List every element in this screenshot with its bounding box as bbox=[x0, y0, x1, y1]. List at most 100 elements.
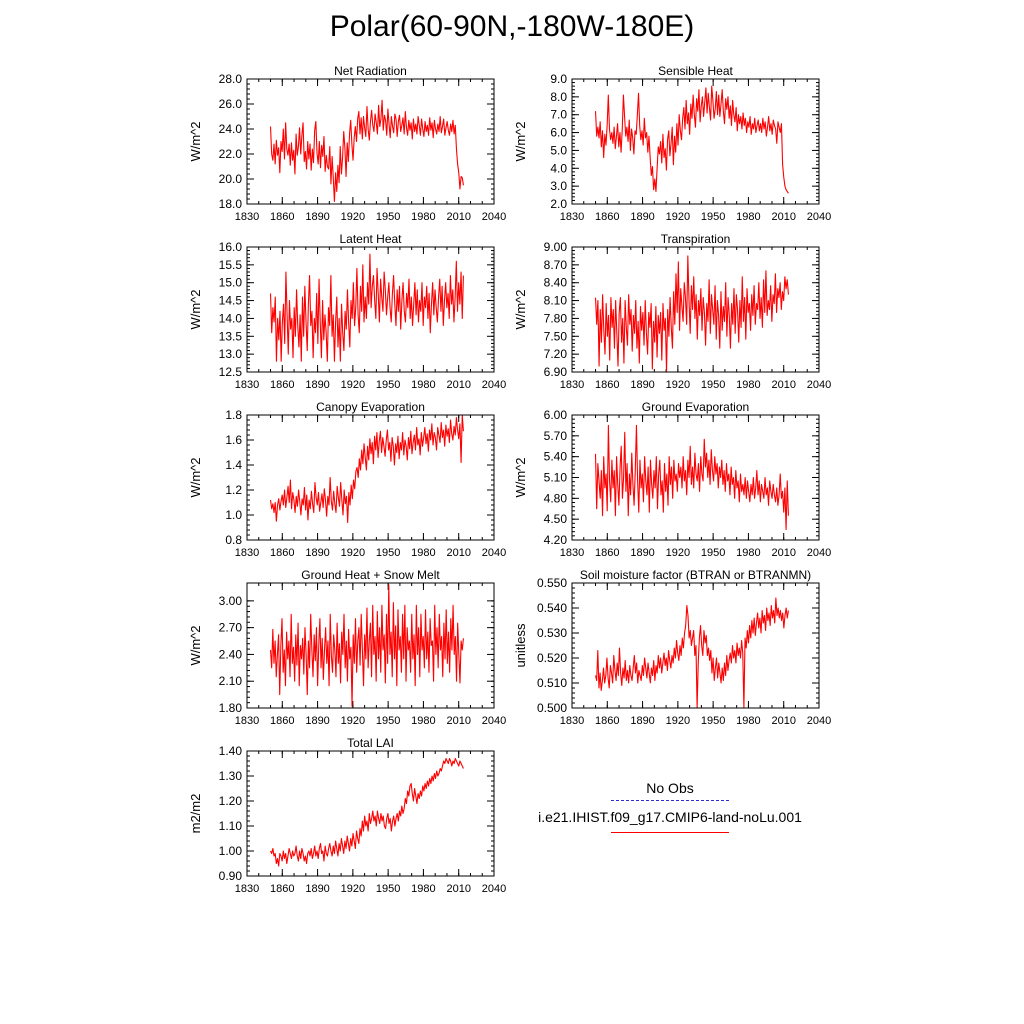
chart-panel: 1830 1860 1890 1920 1950 1980 2010 2040 0.500 0.5… bbox=[513, 568, 831, 727]
x-tick-label: 1950 bbox=[701, 547, 725, 559]
series-line bbox=[269, 253, 464, 362]
x-tick-label: 1980 bbox=[736, 379, 760, 391]
plot-frame bbox=[246, 246, 495, 373]
y-tick-label: 6.0 bbox=[550, 126, 567, 140]
x-tick-label: 1890 bbox=[305, 883, 329, 895]
y-tick-label: 8.70 bbox=[544, 258, 568, 272]
y-tick-label: 1.30 bbox=[219, 769, 243, 783]
y-tick-label: 2.40 bbox=[219, 647, 243, 661]
x-tick-label: 1950 bbox=[376, 211, 400, 223]
x-tick-label: 1920 bbox=[341, 547, 365, 559]
x-tick-label: 2040 bbox=[482, 211, 506, 223]
plot-frame bbox=[246, 750, 495, 877]
y-tick-label: 1.00 bbox=[219, 844, 243, 858]
x-tick-label: 1980 bbox=[411, 715, 435, 727]
x-tick-label: 1860 bbox=[270, 883, 294, 895]
x-tick-label: 2010 bbox=[446, 379, 470, 391]
x-tick-label: 1920 bbox=[341, 379, 365, 391]
x-tick-label: 2010 bbox=[446, 883, 470, 895]
y-tick-label: 26.0 bbox=[219, 97, 243, 111]
y-tick-label: 12.5 bbox=[219, 365, 243, 379]
plot-frame bbox=[246, 78, 495, 205]
x-tick-label: 1980 bbox=[411, 883, 435, 895]
y-tick-label: 0.510 bbox=[537, 676, 567, 690]
y-tick-label: 1.2 bbox=[225, 483, 242, 497]
chart-panel: 1830 1860 1890 1920 1950 1980 2010 2040 18.0 20.0… bbox=[188, 64, 506, 223]
x-tick-label: 1860 bbox=[270, 547, 294, 559]
y-tick-label: 1.10 bbox=[219, 819, 243, 833]
y-tick-label: 5.0 bbox=[550, 143, 567, 157]
series-line bbox=[594, 255, 789, 373]
y-tick-label: 15.5 bbox=[219, 258, 243, 272]
x-tick-label: 2040 bbox=[482, 715, 506, 727]
x-tick-label: 1980 bbox=[411, 547, 435, 559]
y-tick-label: 7.0 bbox=[550, 108, 567, 122]
x-tick-label: 1830 bbox=[235, 547, 259, 559]
series-line bbox=[269, 584, 464, 707]
x-tick-label: 1980 bbox=[736, 547, 760, 559]
x-tick-label: 1920 bbox=[666, 715, 690, 727]
y-tick-label: 7.80 bbox=[544, 311, 568, 325]
x-tick-label: 1920 bbox=[666, 211, 690, 223]
chart-panel: 1830 1860 1890 1920 1950 1980 2010 2040 12.5 13.0… bbox=[188, 232, 506, 391]
y-tick-label: 13.5 bbox=[219, 329, 243, 343]
y-tick-label: 0.540 bbox=[537, 601, 567, 615]
y-tick-label: 24.0 bbox=[219, 122, 243, 136]
y-tick-label: 7.50 bbox=[544, 329, 568, 343]
series-line bbox=[270, 757, 464, 867]
y-tick-label: 0.90 bbox=[219, 869, 243, 883]
y-tick-label: 5.40 bbox=[544, 450, 568, 464]
x-tick-label: 1830 bbox=[560, 379, 584, 391]
x-tick-label: 2010 bbox=[446, 547, 470, 559]
x-tick-label: 1830 bbox=[235, 715, 259, 727]
chart-panel: 1830 1860 1890 1920 1950 1980 2010 2040 1.80 2.10… bbox=[188, 568, 506, 727]
x-tick-label: 1890 bbox=[305, 379, 329, 391]
y-tick-label: 8.0 bbox=[550, 90, 567, 104]
x-tick-label: 1860 bbox=[270, 379, 294, 391]
y-axis-label: W/m^2 bbox=[188, 121, 203, 161]
y-tick-label: 2.0 bbox=[550, 197, 567, 211]
y-tick-label: 13.0 bbox=[219, 347, 243, 361]
x-tick-label: 1860 bbox=[595, 211, 619, 223]
x-tick-label: 2010 bbox=[771, 211, 795, 223]
y-tick-label: 0.500 bbox=[537, 701, 567, 715]
y-tick-label: 5.70 bbox=[544, 429, 568, 443]
y-tick-label: 1.0 bbox=[225, 508, 242, 522]
y-tick-label: 0.520 bbox=[537, 651, 567, 665]
y-tick-label: 3.00 bbox=[219, 594, 243, 608]
y-tick-label: 8.10 bbox=[544, 294, 568, 308]
y-tick-label: 16.0 bbox=[219, 240, 243, 254]
x-tick-label: 2040 bbox=[482, 379, 506, 391]
x-tick-label: 1860 bbox=[595, 715, 619, 727]
y-tick-label: 14.5 bbox=[219, 294, 243, 308]
x-tick-label: 2010 bbox=[446, 715, 470, 727]
x-tick-label: 2010 bbox=[446, 211, 470, 223]
x-tick-label: 1830 bbox=[560, 715, 584, 727]
y-tick-label: 20.0 bbox=[219, 172, 243, 186]
y-tick-label: 1.6 bbox=[225, 433, 242, 447]
legend-model-label: i.e21.IHIST.f09_g17.CMIP6-land-noLu.001 bbox=[538, 809, 802, 825]
y-tick-label: 8.40 bbox=[544, 276, 568, 290]
y-tick-label: 9.00 bbox=[544, 240, 568, 254]
x-tick-label: 1890 bbox=[630, 547, 654, 559]
y-tick-label: 1.4 bbox=[225, 458, 242, 472]
plot-frame bbox=[246, 582, 495, 709]
x-tick-label: 1950 bbox=[376, 715, 400, 727]
page-title: Polar(60-90N,-180W-180E) bbox=[329, 10, 695, 43]
legend: No Obs i.e21.IHIST.f09_g17.CMIP6-land-no… bbox=[520, 778, 820, 833]
y-tick-label: 5.10 bbox=[544, 471, 568, 485]
series-line bbox=[594, 597, 789, 709]
legend-model-line bbox=[611, 832, 729, 833]
y-tick-label: 2.70 bbox=[219, 621, 243, 635]
x-tick-label: 1980 bbox=[411, 379, 435, 391]
x-tick-label: 1860 bbox=[270, 715, 294, 727]
x-tick-label: 1830 bbox=[235, 379, 259, 391]
x-tick-label: 1830 bbox=[235, 211, 259, 223]
y-tick-label: 1.40 bbox=[219, 744, 243, 758]
x-tick-label: 1920 bbox=[666, 547, 690, 559]
x-tick-label: 2040 bbox=[807, 211, 831, 223]
x-tick-label: 1860 bbox=[595, 379, 619, 391]
x-tick-label: 1890 bbox=[305, 715, 329, 727]
x-tick-label: 1830 bbox=[560, 211, 584, 223]
